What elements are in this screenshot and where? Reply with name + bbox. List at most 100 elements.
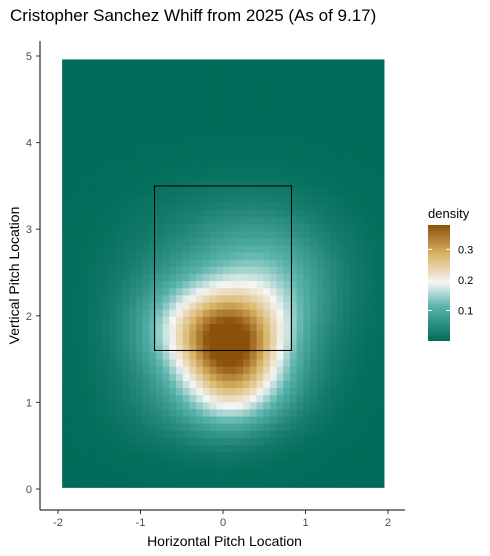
heat-cell <box>336 473 345 481</box>
heat-cell <box>202 230 211 239</box>
heat-cell <box>236 323 244 332</box>
heat-cell <box>189 237 197 246</box>
heat-cell <box>109 244 117 253</box>
heat-cell <box>88 465 97 474</box>
heat-cell <box>82 465 90 474</box>
heat-cell <box>196 237 204 246</box>
heat-cell <box>350 358 358 367</box>
heat-cell <box>357 401 365 410</box>
heat-cell <box>95 387 103 396</box>
heat-cell <box>182 237 191 246</box>
heat-cell <box>323 480 331 488</box>
heat-cell <box>323 123 331 132</box>
heat-cell <box>182 230 191 239</box>
heat-cell <box>303 337 311 346</box>
heat-cell <box>263 180 271 189</box>
heat-cell <box>88 173 97 182</box>
heat-cell <box>109 73 117 82</box>
heat-cell <box>249 66 258 75</box>
heat-cell <box>276 387 284 396</box>
heat-cell <box>135 123 144 132</box>
heat-cell <box>303 166 311 175</box>
heat-cell <box>109 387 117 396</box>
heat-cell <box>316 394 325 403</box>
heat-cell <box>109 337 117 346</box>
heat-cell <box>162 152 170 160</box>
heat-cell <box>357 259 365 267</box>
heat-cell <box>303 273 311 282</box>
heat-cell <box>256 59 264 68</box>
heat-cell <box>330 116 338 125</box>
heat-cell <box>135 209 144 217</box>
heat-cell <box>176 280 184 289</box>
heat-cell <box>269 66 278 75</box>
heat-cell <box>109 294 117 303</box>
heat-cell <box>176 444 184 453</box>
heat-cell <box>350 73 358 82</box>
heat-cell <box>370 337 378 346</box>
heat-cell <box>82 451 90 460</box>
heat-cell <box>236 95 244 103</box>
heat-cell <box>336 287 345 296</box>
heat-cell <box>249 180 258 189</box>
heat-cell <box>95 223 103 232</box>
legend-tick-label: 0.1 <box>458 305 473 317</box>
heat-cell <box>122 80 130 89</box>
heat-cell <box>95 437 103 446</box>
heat-cell <box>102 358 110 367</box>
heat-cell <box>336 358 345 367</box>
heat-cell <box>229 173 237 182</box>
heat-cell <box>323 380 331 389</box>
heat-cell <box>216 351 224 360</box>
heat-cell <box>269 401 278 410</box>
heat-cell <box>196 166 204 175</box>
heat-cell <box>363 80 372 89</box>
heat-cell <box>216 358 224 367</box>
heat-cell <box>162 444 170 453</box>
heat-cell <box>216 223 224 232</box>
heat-cell <box>263 287 271 296</box>
heat-cell <box>323 137 331 146</box>
heat-cell <box>350 473 358 481</box>
heat-cell <box>162 358 170 367</box>
heat-cell <box>115 173 124 182</box>
heat-cell <box>62 294 70 303</box>
heat-cell <box>330 95 338 103</box>
heat-cell <box>182 223 191 232</box>
heat-cell <box>276 137 284 146</box>
heat-cell <box>95 173 103 182</box>
heat-cell <box>269 223 278 232</box>
heat-cell <box>276 123 284 132</box>
heat-cell <box>236 251 244 260</box>
heat-cell <box>82 394 90 403</box>
heat-cell <box>316 380 325 389</box>
heat-cell <box>269 430 278 438</box>
heat-cell <box>142 95 150 103</box>
heat-cell <box>155 337 164 346</box>
heat-cell <box>357 66 365 75</box>
heat-cell <box>176 152 184 160</box>
heat-cell <box>62 337 70 346</box>
heat-cell <box>290 437 298 446</box>
heat-cell <box>135 251 144 260</box>
heat-cell <box>290 316 298 324</box>
heat-cell <box>149 230 157 239</box>
heat-cell <box>283 309 291 317</box>
heat-cell <box>343 173 351 182</box>
heat-cell <box>196 116 204 125</box>
heat-cell <box>363 287 372 296</box>
heat-cell <box>142 187 150 196</box>
heat-cell <box>122 309 130 317</box>
heat-cell <box>377 473 385 481</box>
heat-cell <box>229 59 237 68</box>
heat-cell <box>276 444 284 453</box>
heat-cell <box>336 309 345 317</box>
heat-cell <box>209 152 217 160</box>
heat-cell <box>296 373 305 381</box>
heat-cell <box>236 437 244 446</box>
heat-cell <box>357 430 365 438</box>
legend-title: density <box>428 206 470 221</box>
heat-cell <box>336 301 345 310</box>
heat-cell <box>142 237 150 246</box>
heat-cell <box>303 465 311 474</box>
